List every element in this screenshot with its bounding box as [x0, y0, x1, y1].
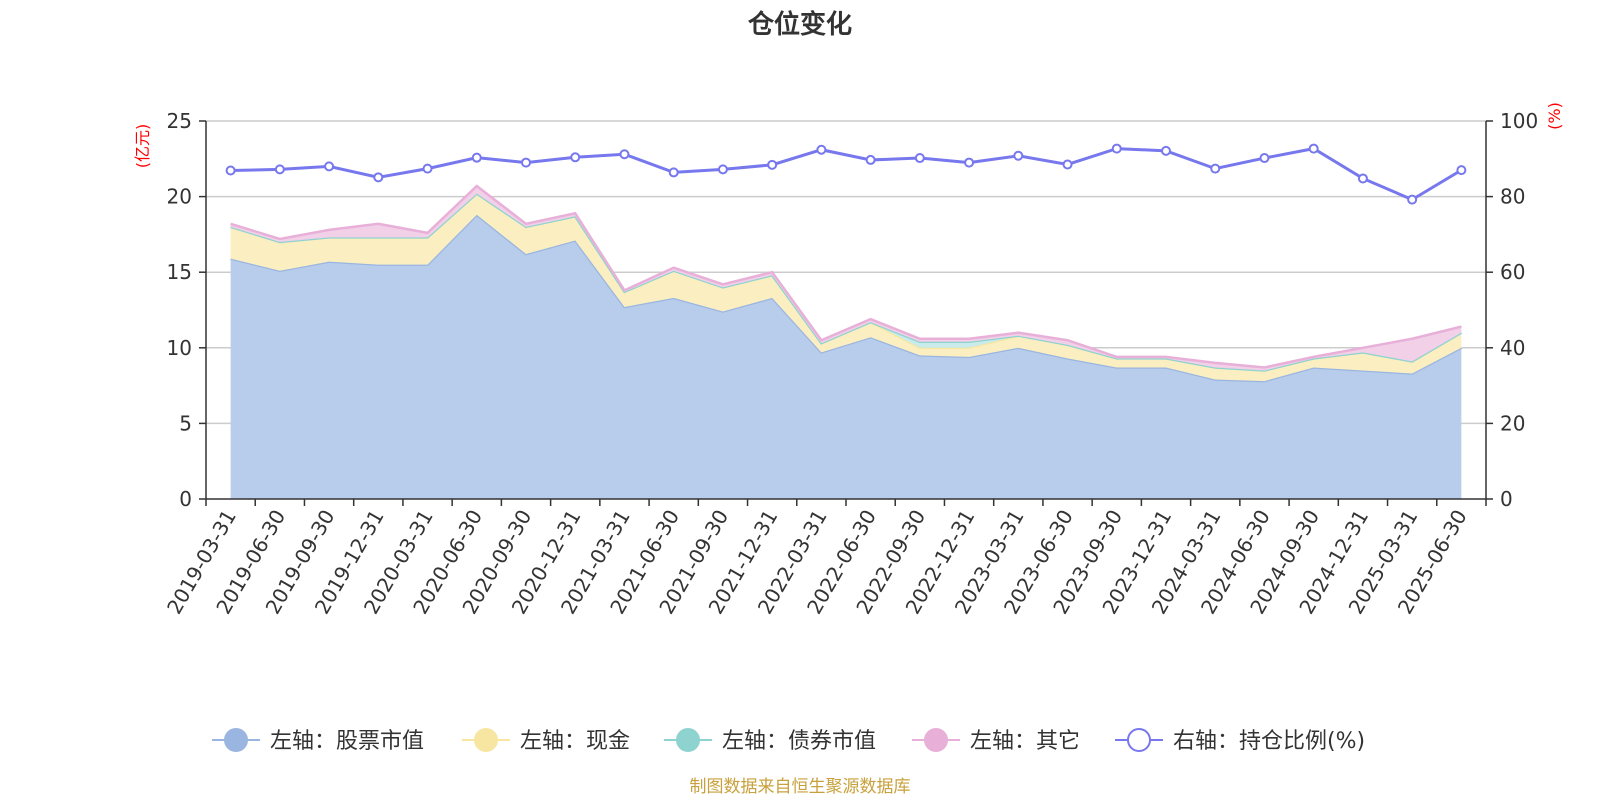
area-edge-line: [230, 184, 1462, 369]
legend-marker: [676, 728, 700, 752]
legend-label: 左轴：现金: [520, 729, 630, 754]
ratio-point: [1308, 143, 1319, 154]
ratio-point: [225, 165, 236, 176]
legend-item-3: 左轴：债券市值: [664, 728, 876, 754]
ratio-point: [767, 159, 778, 170]
ratio-point: [1062, 159, 1073, 170]
legend-marker: [224, 728, 248, 752]
ratio-point: [570, 152, 581, 163]
ratio-point: [471, 152, 482, 163]
ratio-point: [1259, 153, 1270, 164]
left-tick-label: 10: [167, 336, 192, 360]
ratio-line-series: [225, 143, 1467, 205]
ratio-point: [324, 161, 335, 172]
ratio-point: [964, 157, 975, 168]
legend-label: 右轴：持仓比例(%): [1173, 729, 1365, 754]
ratio-point: [668, 167, 679, 178]
legend-label: 左轴：其它: [970, 729, 1080, 754]
legend-marker: [474, 728, 498, 752]
ratio-point: [1111, 143, 1122, 154]
legend-item-5: 右轴：持仓比例(%): [1115, 728, 1365, 754]
right-axis-unit: (%): [1545, 102, 1564, 130]
ratio-point: [914, 153, 925, 164]
ratio-point: [373, 172, 384, 183]
ratio-point: [816, 144, 827, 155]
ratio-point: [1161, 145, 1171, 156]
legend-label: 左轴：股票市值: [270, 729, 424, 754]
ratio-line: [230, 147, 1463, 202]
left-tick-label: 25: [167, 109, 192, 133]
ratio-point: [1013, 150, 1024, 161]
area-fill: [230, 193, 1462, 382]
area-fill: [230, 214, 1462, 499]
ratio-point: [521, 157, 531, 168]
right-tick-label: 80: [1500, 185, 1525, 209]
ratio-point: [274, 164, 285, 175]
area-series-4: [230, 184, 1462, 371]
ratio-point: [865, 154, 876, 165]
right-tick-label: 60: [1500, 260, 1525, 284]
left-tick-label: 5: [179, 411, 192, 435]
ratio-point: [1357, 173, 1368, 184]
stacked-areas: [230, 184, 1463, 499]
left-tick-label: 20: [167, 185, 192, 209]
right-tick-label: 100: [1500, 109, 1538, 133]
left-tick-label: 0: [179, 487, 192, 511]
legend-marker: [1127, 728, 1151, 752]
ratio-point: [619, 149, 630, 160]
ratio-point: [1210, 163, 1221, 174]
right-tick-label: 40: [1500, 336, 1525, 360]
ratio-point: [717, 164, 728, 175]
legend-label: 左轴：债券市值: [722, 729, 876, 754]
left-axis-unit: (亿元): [133, 124, 152, 169]
legend-item-2: 左轴：现金: [462, 728, 630, 754]
chart-title: 仓位变化: [747, 9, 852, 40]
legend: 左轴：股票市值 左轴：现金 左轴：债券市值 左轴：其它 右轴：持仓比例(%): [212, 728, 1365, 754]
source-note: 制图数据来自恒生聚源数据库: [690, 777, 911, 797]
right-tick-label: 0: [1500, 487, 1513, 511]
ratio-point: [1407, 194, 1418, 205]
legend-marker: [924, 728, 948, 752]
ratio-point: [1456, 165, 1467, 176]
legend-item-4: 左轴：其它: [912, 728, 1080, 754]
ratio-point: [422, 163, 433, 174]
legend-item-1: 左轴：股票市值: [212, 728, 424, 754]
right-tick-label: 20: [1500, 411, 1525, 435]
left-tick-label: 15: [167, 260, 192, 284]
